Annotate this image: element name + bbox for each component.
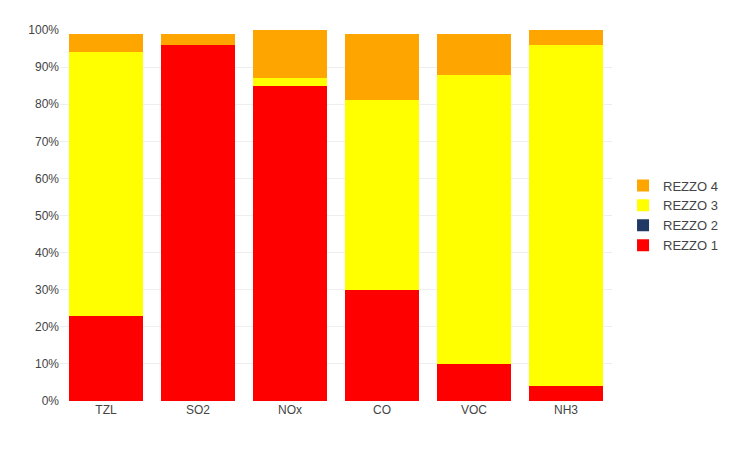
svg-text:60%: 60% [35,172,59,186]
svg-text:REZZO 4: REZZO 4 [663,179,718,194]
svg-text:100%: 100% [28,23,59,37]
svg-text:70%: 70% [35,135,59,149]
svg-text:80%: 80% [35,97,59,111]
svg-text:50%: 50% [35,209,59,223]
svg-text:CO: CO [373,403,391,417]
svg-text:VOC: VOC [461,403,487,417]
svg-text:20%: 20% [35,320,59,334]
svg-text:30%: 30% [35,283,59,297]
svg-text:SO2: SO2 [186,403,210,417]
svg-text:TZL: TZL [95,403,117,417]
svg-text:0%: 0% [42,394,60,408]
svg-text:REZZO 3: REZZO 3 [663,198,718,213]
svg-text:NOx: NOx [278,403,302,417]
svg-text:90%: 90% [35,60,59,74]
svg-text:REZZO 2: REZZO 2 [663,218,718,233]
svg-text:REZZO 1: REZZO 1 [663,238,718,253]
svg-text:NH3: NH3 [554,403,578,417]
svg-text:10%: 10% [35,357,59,371]
svg-text:40%: 40% [35,246,59,260]
